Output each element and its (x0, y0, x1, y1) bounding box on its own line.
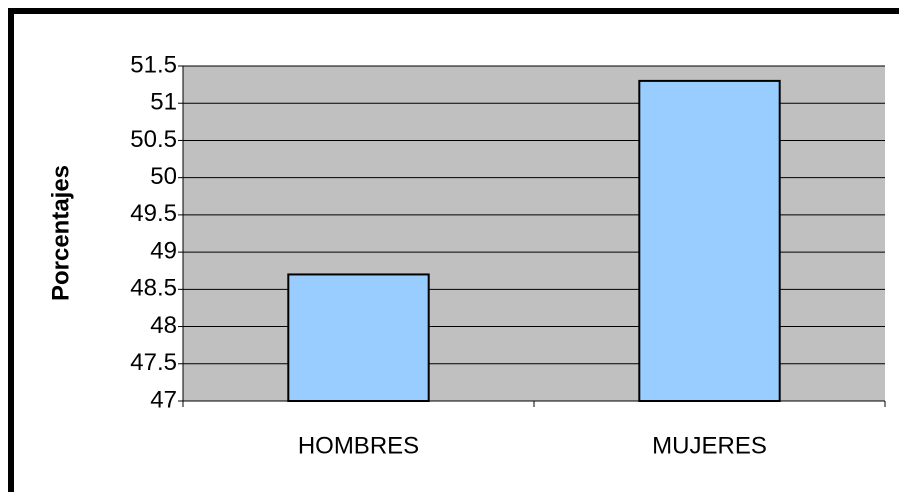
y-tick-label: 48 (150, 312, 177, 339)
y-tick-label: 50.5 (130, 126, 177, 153)
y-tick-label: 49.5 (130, 200, 177, 227)
y-tick-label: 49 (150, 237, 177, 264)
y-tick-label: 51.5 (130, 51, 177, 78)
y-tick-label: 47.5 (130, 349, 177, 376)
bar (287, 273, 430, 403)
y-tick-label: 47 (150, 386, 177, 413)
bar (638, 79, 781, 402)
x-tick-label: HOMBRES (298, 432, 419, 459)
y-tick-label: 51 (150, 89, 177, 116)
y-tick-label: 48.5 (130, 275, 177, 302)
x-tick-label: MUJERES (652, 432, 767, 459)
y-axis-title: Porcentajes (47, 165, 74, 301)
y-tick-label: 50 (150, 163, 177, 190)
